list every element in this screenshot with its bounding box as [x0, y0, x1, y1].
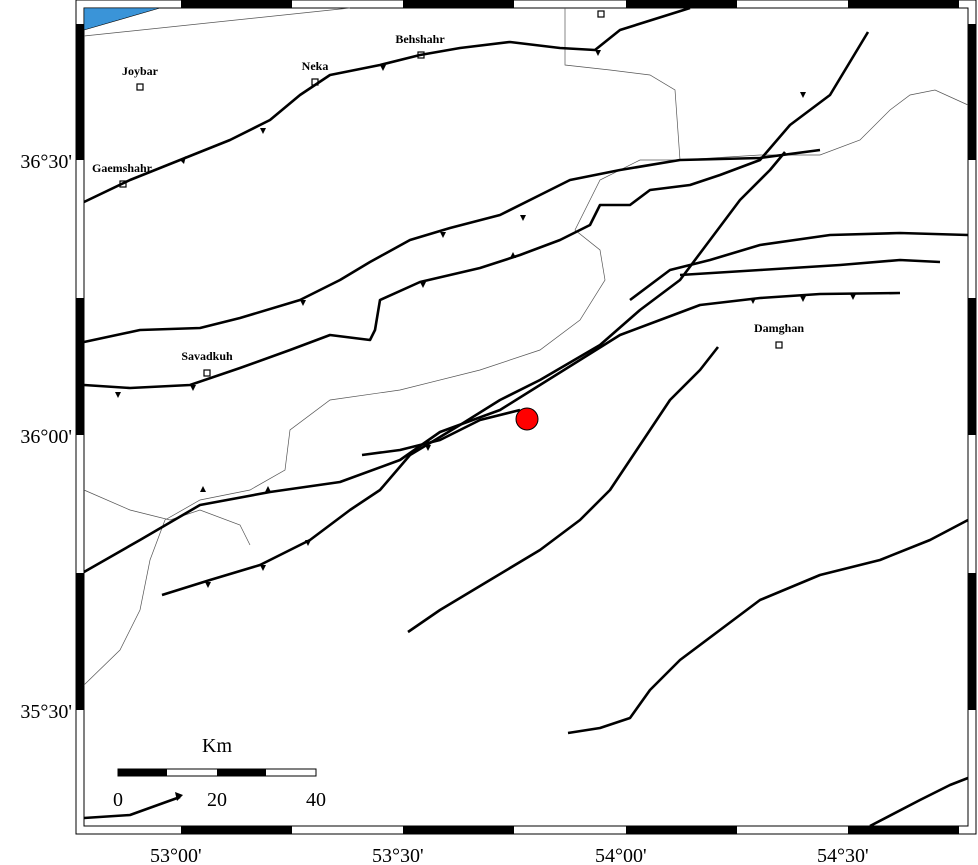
lat-label: 36°00'	[20, 426, 72, 448]
scale-label: 20	[207, 789, 227, 811]
city-label: Behshahr	[395, 32, 445, 46]
lon-label: 53°00'	[150, 845, 202, 865]
lon-label: 53°30'	[372, 845, 424, 865]
coast	[83, 7, 351, 37]
epicenter	[515, 407, 539, 431]
city-label: Joybar	[122, 64, 159, 78]
sea	[83, 7, 161, 31]
scale-bar	[83, 768, 317, 820]
city-markers	[119, 10, 783, 377]
faults	[83, 6, 969, 828]
city-label: Damghan	[754, 321, 804, 335]
scale-label: 40	[306, 789, 326, 811]
lat-label: 35°30'	[20, 701, 72, 723]
lon-label: 54°00'	[595, 845, 647, 865]
lon-label: 54°30'	[817, 845, 869, 865]
city-label: Gaemshahr	[92, 161, 153, 175]
city-label: Savadkuh	[181, 349, 233, 363]
scale-unit: Km	[202, 735, 232, 757]
city-label: Neka	[302, 59, 329, 73]
scale-label: 0	[113, 789, 123, 811]
thrust-teeth	[115, 50, 856, 588]
lat-label: 36°30'	[20, 151, 72, 173]
